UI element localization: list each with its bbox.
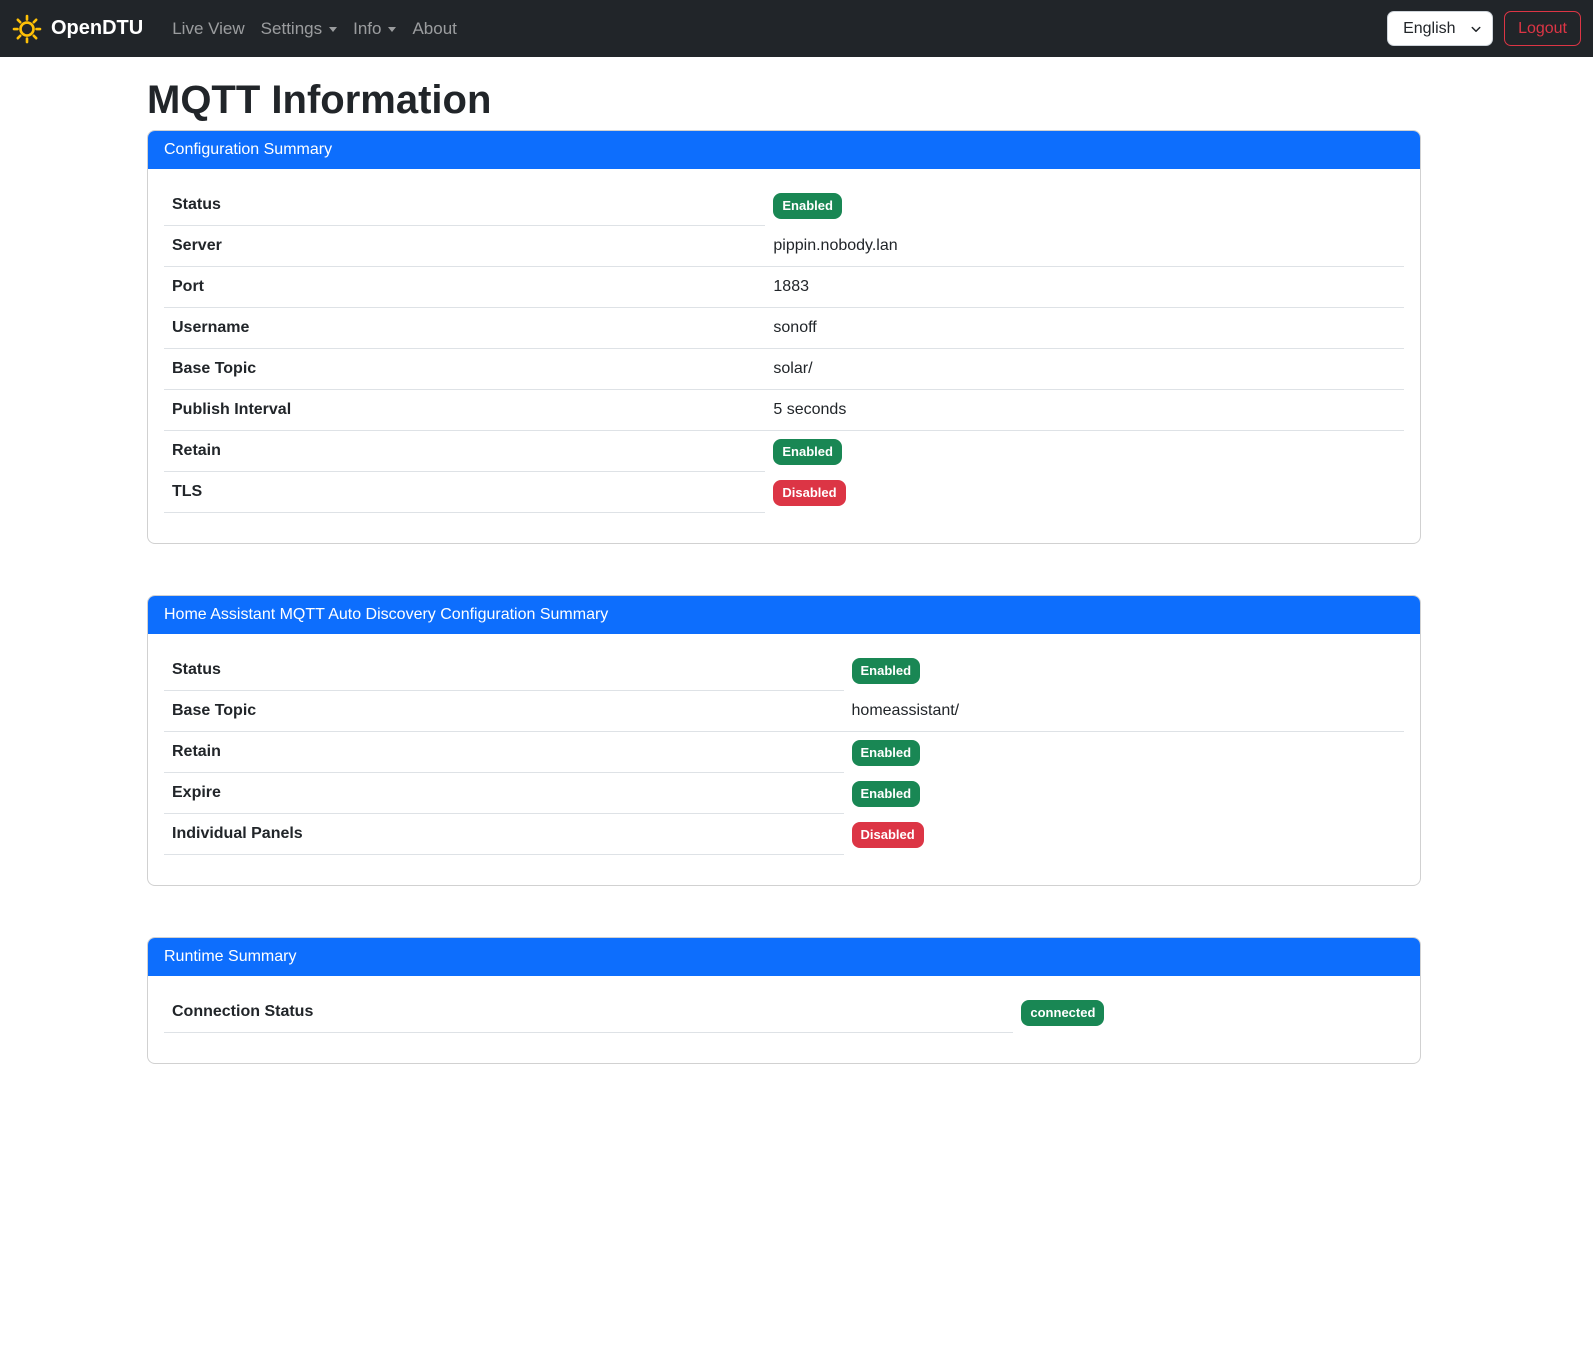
- nav-item-live-view[interactable]: Live View: [164, 11, 252, 47]
- row-value-text: pippin.nobody.lan: [773, 237, 898, 254]
- table-row: Retain Enabled: [164, 732, 1404, 773]
- nav-item-label: Live View: [172, 18, 245, 38]
- card: Runtime Summary Connection Status connecte…: [147, 937, 1421, 1064]
- row-label: Server: [164, 226, 766, 267]
- row-label: Status: [164, 650, 844, 691]
- status-badge: Enabled: [851, 657, 921, 684]
- brand-label: OpenDTU: [51, 17, 144, 39]
- row-label: Retain: [164, 431, 766, 472]
- row-value: Enabled: [844, 732, 1404, 773]
- row-label: Status: [164, 185, 766, 226]
- table-row: Port 1883: [164, 267, 1404, 308]
- nav-item-label: About: [412, 18, 457, 38]
- row-value: Enabled: [765, 431, 1404, 472]
- row-label: Retain: [164, 732, 844, 773]
- row-value: pippin.nobody.lan: [765, 226, 1404, 267]
- card: Configuration Summary Status Enabled Server…: [147, 130, 1421, 544]
- row-label: Port: [164, 267, 766, 308]
- nav-item-settings[interactable]: Settings: [253, 11, 345, 47]
- row-value-text: solar/: [773, 360, 813, 377]
- row-value: Enabled: [844, 773, 1404, 814]
- row-label: Connection Status: [164, 992, 1014, 1033]
- row-value: 5 seconds: [765, 390, 1404, 431]
- table-row: Username sonoff: [164, 308, 1404, 349]
- row-value: Enabled: [844, 650, 1404, 691]
- caret-down-icon: [388, 27, 397, 32]
- row-label: TLS: [164, 472, 766, 513]
- table-row: Expire Enabled: [164, 773, 1404, 814]
- main-content: MQTT Information Configuration Summary St…: [147, 77, 1421, 1064]
- table-row: Retain Enabled: [164, 431, 1404, 472]
- row-value: connected: [1013, 992, 1404, 1033]
- nav-item-label: Settings: [260, 18, 323, 38]
- row-label: Expire: [164, 773, 844, 814]
- nav-item-about[interactable]: About: [404, 11, 464, 47]
- cards-container: Configuration Summary Status Enabled Server…: [147, 130, 1421, 1064]
- page-title: MQTT Information: [147, 78, 492, 122]
- row-label: Publish Interval: [164, 390, 766, 431]
- main-nav: Live View Settings Info About: [164, 11, 1387, 47]
- table-row: Status Enabled: [164, 185, 1404, 226]
- card-body: Connection Status connected: [148, 976, 1420, 1063]
- caret-down-icon: [329, 27, 338, 32]
- table-row: TLS Disabled: [164, 472, 1404, 513]
- table-row: Publish Interval 5 seconds: [164, 390, 1404, 431]
- navbar: OpenDTU Live View Settings Info About Engli…: [0, 0, 1593, 57]
- table-row: Individual Panels Disabled: [164, 814, 1404, 855]
- status-badge: Enabled: [851, 739, 921, 766]
- card-body: Status Enabled Base Topic homeassistant/Ret…: [148, 634, 1420, 885]
- row-value: Disabled: [765, 472, 1404, 513]
- row-value: Enabled: [765, 185, 1404, 226]
- nav-item-info[interactable]: Info: [345, 11, 404, 47]
- card: Home Assistant MQTT Auto Discovery Confi…: [147, 595, 1421, 886]
- status-badge: Disabled: [773, 479, 846, 506]
- status-badge: Enabled: [851, 780, 921, 807]
- row-value: 1883: [765, 267, 1404, 308]
- status-badge: connected: [1021, 999, 1105, 1026]
- card-header: Runtime Summary: [148, 938, 1420, 976]
- row-value-text: homeassistant/: [851, 702, 960, 719]
- status-badge: Disabled: [851, 821, 924, 848]
- row-value-text: 5 seconds: [773, 401, 847, 418]
- card-header: Home Assistant MQTT Auto Discovery Confi…: [148, 596, 1420, 634]
- row-value-text: 1883: [773, 278, 809, 295]
- status-badge: Enabled: [773, 438, 842, 465]
- nav-item-label: Info: [353, 18, 382, 38]
- row-label: Username: [164, 308, 766, 349]
- row-value-text: sonoff: [773, 319, 817, 336]
- table-row: Server pippin.nobody.lan: [164, 226, 1404, 267]
- table-row: Status Enabled: [164, 650, 1404, 691]
- row-value: solar/: [765, 349, 1404, 390]
- row-label: Base Topic: [164, 349, 766, 390]
- logout-button[interactable]: Logout: [1504, 11, 1581, 46]
- table-row: Base Topic solar/: [164, 349, 1404, 390]
- table-row: Base Topic homeassistant/: [164, 691, 1404, 732]
- language-select[interactable]: English: [1387, 11, 1494, 46]
- language-select-wrap: English: [1387, 11, 1494, 46]
- brand-link[interactable]: OpenDTU: [12, 14, 143, 44]
- card-header: Configuration Summary: [148, 131, 1420, 169]
- navbar-right: English Logout: [1387, 11, 1581, 46]
- card-body: Status Enabled Server pippin.nobody.lan Port…: [148, 169, 1420, 543]
- row-value: sonoff: [765, 308, 1404, 349]
- status-badge: Enabled: [773, 192, 842, 219]
- row-label: Base Topic: [164, 691, 844, 732]
- row-label: Individual Panels: [164, 814, 844, 855]
- table-row: Connection Status connected: [164, 992, 1404, 1033]
- row-value: homeassistant/: [843, 691, 1404, 732]
- row-value: Disabled: [844, 814, 1404, 855]
- sun-icon: [12, 14, 42, 44]
